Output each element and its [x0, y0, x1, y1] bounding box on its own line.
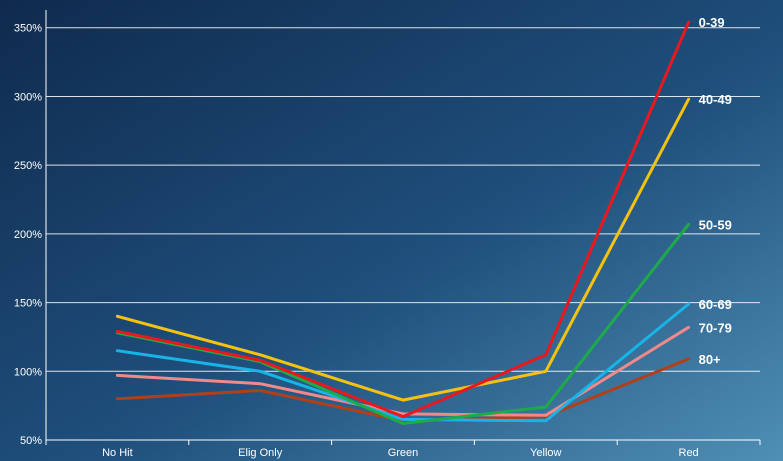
x-tick-label: Yellow	[530, 447, 561, 459]
series-label: 0-39	[699, 15, 725, 30]
y-tick-label: 50%	[20, 435, 42, 447]
series-line-0-39	[115, 20, 691, 419]
series-line-70-79	[115, 325, 691, 417]
y-tick-label: 300%	[14, 91, 42, 103]
series-label: 60-69	[699, 297, 732, 312]
y-tick-label: 100%	[14, 366, 42, 378]
x-tick-label: Elig Only	[238, 447, 283, 459]
series-label: 80+	[699, 352, 721, 367]
x-tick-label: No Hit	[102, 447, 133, 459]
y-tick-label: 350%	[14, 23, 42, 35]
series-line-60-69	[115, 302, 691, 423]
y-tick-label: 150%	[14, 298, 42, 310]
grid	[46, 27, 760, 372]
series-labels: 80+ 70-79 60-69 50-59 40-49 0-39	[699, 15, 732, 367]
axes: 50% 100% 150% 200% 250% 300% 350% No Hit Elig On…	[14, 10, 761, 459]
series-label: 40-49	[699, 92, 732, 107]
series-line-40-49	[115, 97, 691, 402]
y-tick-label: 250%	[14, 160, 42, 172]
y-tick-label: 200%	[14, 229, 42, 241]
x-tick-label: Red	[679, 447, 699, 459]
series-label: 70-79	[699, 320, 732, 335]
series-lines	[115, 20, 691, 425]
x-tick-label: Green	[388, 447, 419, 459]
series-label: 50-59	[699, 217, 732, 232]
